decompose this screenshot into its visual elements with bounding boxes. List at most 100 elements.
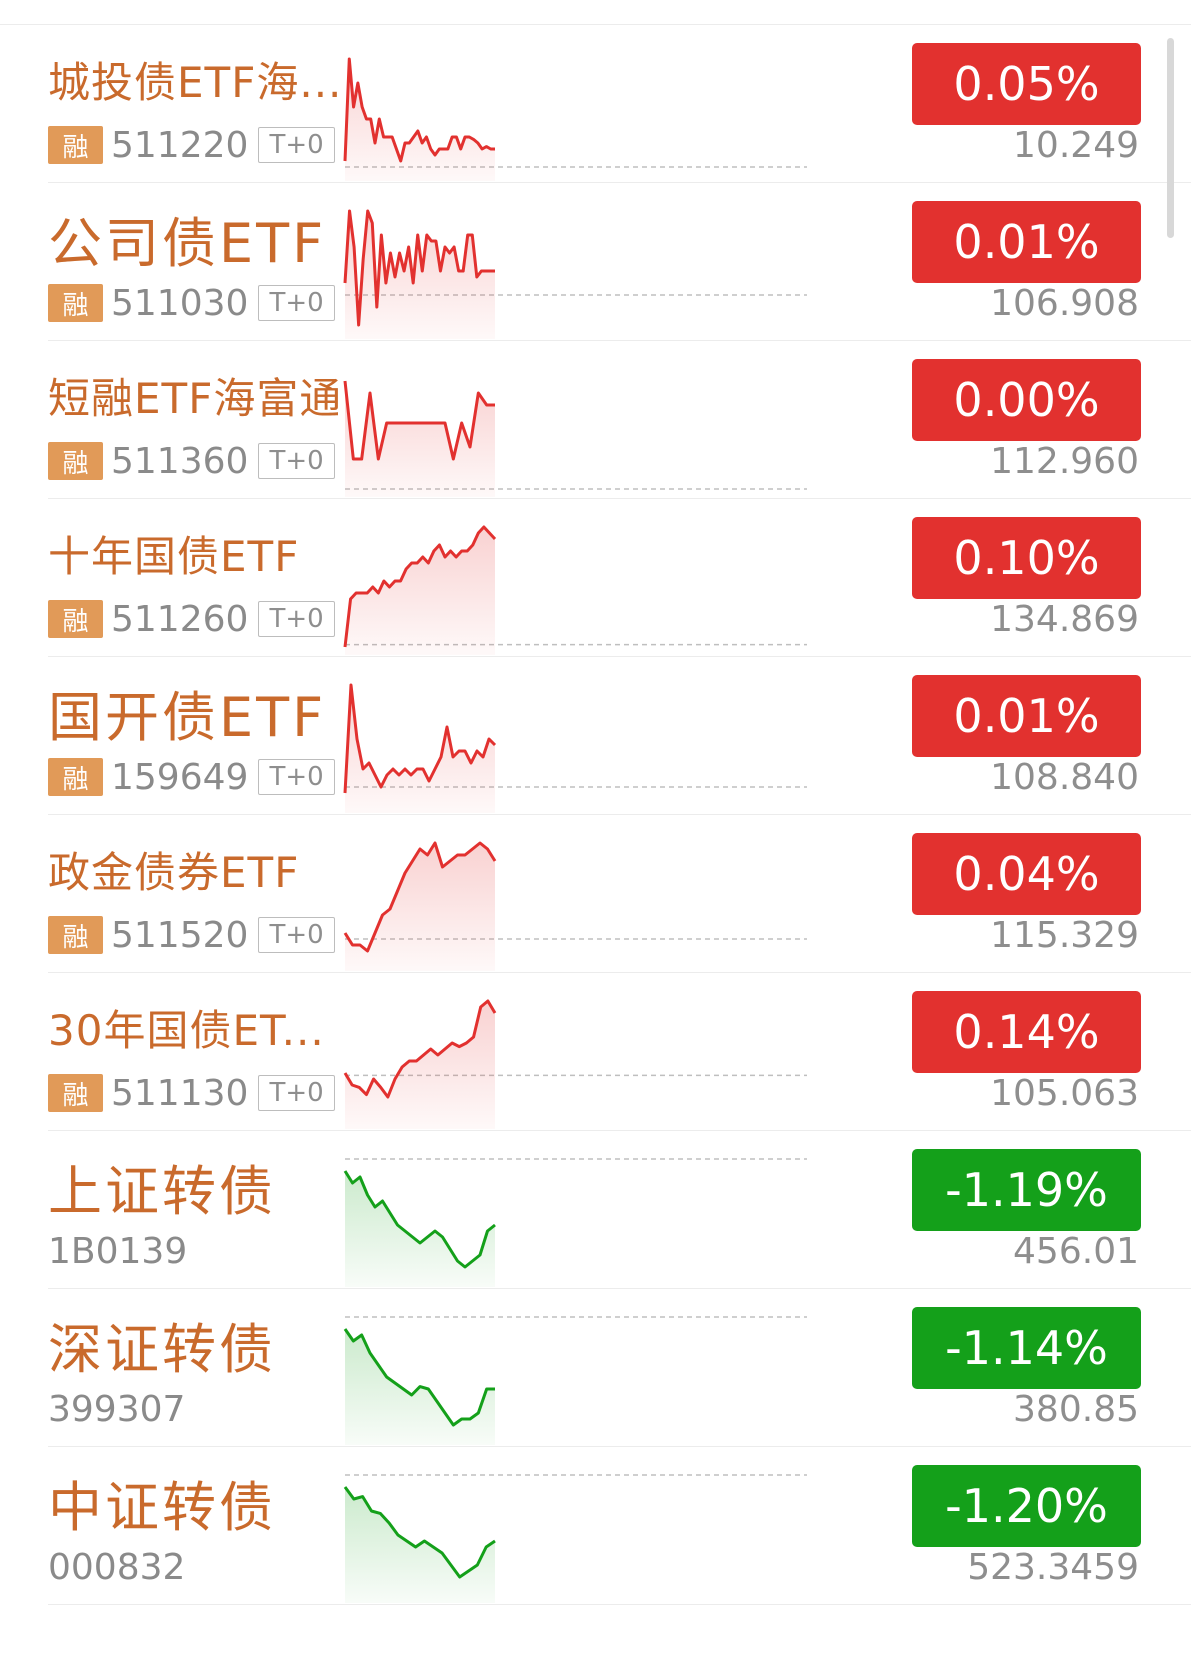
quote-row[interactable]: 短融ETF海富通融 511360 T+0 0.00% 112.960 bbox=[0, 341, 1191, 499]
t0-tag: T+0 bbox=[258, 917, 335, 953]
change-percent-badge[interactable]: 0.04% bbox=[912, 833, 1141, 915]
quote-row[interactable]: 上证转债 1B0139 -1.19% 456.01 bbox=[0, 1131, 1191, 1289]
security-meta: 1B0139 bbox=[48, 1230, 197, 1272]
quote-row[interactable]: 城投债ETF海... 融 511220 T+0 0.05% 10.249 bbox=[0, 25, 1191, 183]
security-code: 511520 bbox=[111, 914, 249, 956]
row-divider bbox=[48, 182, 1191, 183]
security-code: 159649 bbox=[111, 756, 249, 798]
last-price: 106.908 bbox=[990, 283, 1139, 324]
security-name: 国开债ETF bbox=[48, 686, 327, 749]
sparkline-line bbox=[343, 57, 495, 163]
sparkline-area bbox=[345, 843, 495, 971]
change-percent-badge[interactable]: -1.20% bbox=[912, 1465, 1141, 1547]
row-divider bbox=[48, 1288, 1191, 1289]
quote-row[interactable]: 公司债ETF 融 511030 T+0 0.01% 106.908 bbox=[0, 183, 1191, 341]
t0-tag: T+0 bbox=[258, 127, 335, 163]
sparkline-chart bbox=[343, 1158, 807, 1287]
sparkline-area bbox=[345, 527, 495, 655]
security-name: 中证转债 bbox=[48, 1476, 276, 1539]
sparkline-line bbox=[343, 841, 497, 953]
security-name: 深证转债 bbox=[48, 1318, 276, 1381]
change-percent-badge[interactable]: 0.14% bbox=[912, 991, 1141, 1073]
security-code: 511030 bbox=[111, 282, 249, 324]
quote-row[interactable]: 国开债ETF 融 159649 T+0 0.01% 108.840 bbox=[0, 657, 1191, 815]
last-price: 105.063 bbox=[990, 1073, 1139, 1114]
change-percent-badge[interactable]: 0.05% bbox=[912, 43, 1141, 125]
security-meta: 融 511030 T+0 bbox=[48, 282, 335, 324]
security-meta: 000832 bbox=[48, 1546, 195, 1588]
quote-row[interactable]: 30年国债ET... 融 511130 T+0 0.14% 105.063 bbox=[0, 973, 1191, 1131]
t0-tag: T+0 bbox=[258, 443, 335, 479]
t0-tag: T+0 bbox=[258, 759, 335, 795]
sparkline-chart bbox=[343, 380, 807, 497]
security-name: 上证转债 bbox=[48, 1160, 276, 1223]
security-meta: 399307 bbox=[48, 1388, 195, 1430]
sparkline-chart bbox=[343, 999, 807, 1129]
row-divider bbox=[48, 1130, 1191, 1131]
last-price: 380.85 bbox=[1013, 1389, 1139, 1430]
security-code: 511360 bbox=[111, 440, 249, 482]
security-name: 政金债券ETF bbox=[48, 848, 300, 897]
change-percent-badge[interactable]: 0.01% bbox=[912, 675, 1141, 757]
security-meta: 融 511360 T+0 bbox=[48, 440, 335, 482]
margin-tag: 融 bbox=[48, 1074, 103, 1112]
last-price: 115.329 bbox=[990, 915, 1139, 956]
t0-tag: T+0 bbox=[258, 601, 335, 637]
row-divider bbox=[48, 498, 1191, 499]
last-price: 10.249 bbox=[1013, 125, 1139, 166]
top-divider bbox=[0, 24, 1191, 25]
sparkline-area bbox=[345, 381, 495, 497]
row-divider bbox=[48, 656, 1191, 657]
t0-tag: T+0 bbox=[258, 285, 335, 321]
sparkline-line bbox=[343, 683, 497, 794]
quote-list[interactable]: 城投债ETF海... 融 511220 T+0 0.05% 10.249 公司债ETF 融 51… bbox=[0, 25, 1191, 1605]
scrollbar[interactable] bbox=[1167, 38, 1174, 238]
quote-row[interactable]: 政金债券ETF 融 511520 T+0 0.04% 115.329 bbox=[0, 815, 1191, 973]
change-percent-badge[interactable]: -1.14% bbox=[912, 1307, 1141, 1389]
quote-row[interactable]: 深证转债 399307 -1.14% 380.85 bbox=[0, 1289, 1191, 1447]
security-meta: 融 511130 T+0 bbox=[48, 1073, 335, 1114]
security-meta: 融 511520 T+0 bbox=[48, 914, 335, 956]
security-code: 399307 bbox=[48, 1388, 186, 1430]
change-percent-badge[interactable]: -1.19% bbox=[912, 1149, 1141, 1231]
row-divider bbox=[48, 340, 1191, 341]
sparkline-chart bbox=[343, 1316, 807, 1445]
last-price: 456.01 bbox=[1013, 1231, 1139, 1272]
security-meta: 融 511220 T+0 bbox=[48, 124, 335, 166]
sparkline-chart bbox=[343, 57, 807, 181]
security-name: 十年国债ETF bbox=[48, 532, 300, 581]
last-price: 134.869 bbox=[990, 599, 1139, 640]
margin-tag: 融 bbox=[48, 600, 103, 638]
sparkline-line bbox=[343, 1486, 496, 1579]
security-code: 511260 bbox=[111, 598, 249, 640]
security-code: 511220 bbox=[111, 124, 249, 166]
last-price: 108.840 bbox=[990, 757, 1139, 798]
margin-tag: 融 bbox=[48, 758, 103, 796]
change-percent-badge[interactable]: 0.00% bbox=[912, 359, 1141, 441]
sparkline-area bbox=[345, 59, 495, 181]
margin-tag: 融 bbox=[48, 916, 103, 954]
margin-tag: 融 bbox=[48, 284, 103, 322]
change-percent-badge[interactable]: 0.01% bbox=[912, 201, 1141, 283]
sparkline-area bbox=[345, 211, 495, 339]
t0-tag: T+0 bbox=[258, 1075, 335, 1111]
sparkline-line bbox=[343, 209, 495, 327]
row-divider bbox=[48, 972, 1191, 973]
last-price: 112.960 bbox=[990, 441, 1139, 482]
security-name: 城投债ETF海... bbox=[48, 58, 338, 107]
sparkline-chart bbox=[343, 1474, 807, 1603]
sparkline-area bbox=[345, 685, 495, 813]
sparkline-line bbox=[343, 525, 497, 648]
margin-tag: 融 bbox=[48, 126, 103, 164]
quote-row[interactable]: 十年国债ETF 融 511260 T+0 0.10% 134.869 bbox=[0, 499, 1191, 657]
sparkline-line bbox=[343, 1170, 496, 1269]
sparkline-chart bbox=[343, 841, 807, 971]
sparkline-area bbox=[345, 1171, 495, 1287]
quote-row[interactable]: 中证转债 000832 -1.20% 523.3459 bbox=[0, 1447, 1191, 1605]
security-code: 1B0139 bbox=[48, 1230, 188, 1272]
change-percent-badge[interactable]: 0.10% bbox=[912, 517, 1141, 599]
security-code: 000832 bbox=[48, 1546, 186, 1588]
last-price: 523.3459 bbox=[967, 1547, 1139, 1588]
margin-tag: 融 bbox=[48, 442, 103, 480]
sparkline-chart bbox=[343, 683, 807, 813]
